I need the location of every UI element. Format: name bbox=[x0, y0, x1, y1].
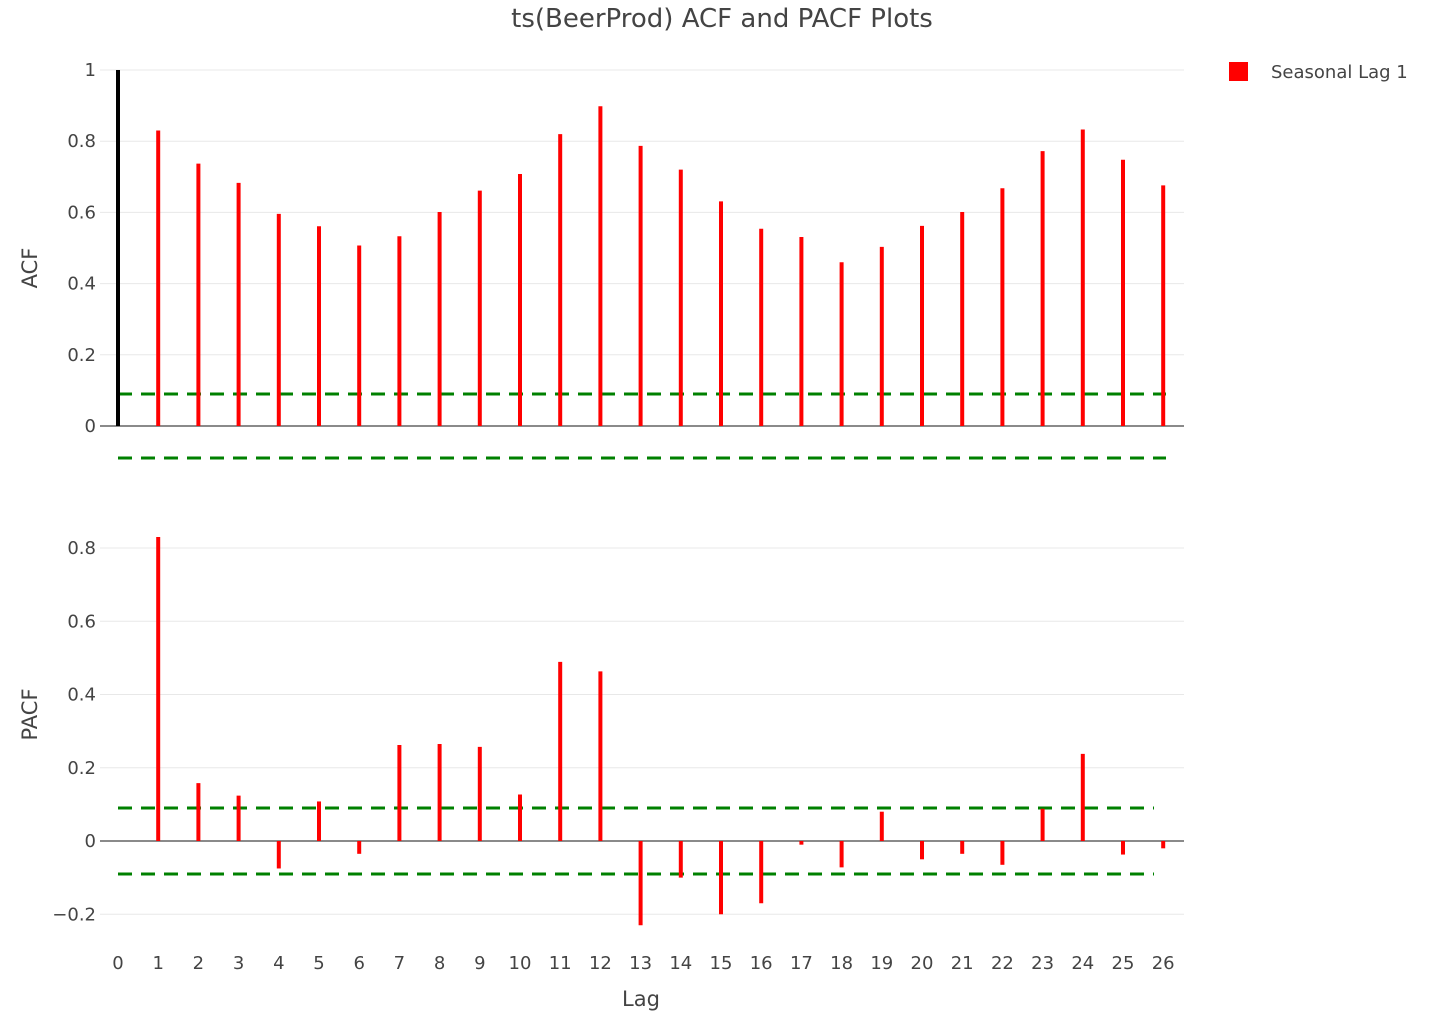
x-axis-title: Lag bbox=[622, 987, 660, 1011]
legend-swatch-seasonal-lag-1 bbox=[1229, 62, 1248, 81]
x-tick-label: 12 bbox=[589, 953, 612, 974]
x-tick-label: 1 bbox=[152, 953, 163, 974]
y-tick-label: 0.2 bbox=[67, 758, 96, 779]
x-tick-label: 16 bbox=[750, 953, 773, 974]
x-tick-label: 26 bbox=[1152, 953, 1175, 974]
x-tick-label: 25 bbox=[1112, 953, 1135, 974]
x-tick-label: 2 bbox=[193, 953, 204, 974]
x-tick-label: 0 bbox=[112, 953, 123, 974]
x-tick-label: 7 bbox=[394, 953, 405, 974]
x-tick-label: 14 bbox=[669, 953, 692, 974]
x-tick-label: 21 bbox=[951, 953, 974, 974]
y-tick-label: 0.8 bbox=[67, 538, 96, 559]
legend[interactable]: Seasonal Lag 1 bbox=[1229, 62, 1408, 83]
x-tick-label: 17 bbox=[790, 953, 813, 974]
y-tick-label: 1 bbox=[85, 60, 96, 81]
y-tick-label: 0.4 bbox=[67, 685, 96, 706]
y-tick-label: 0.2 bbox=[67, 345, 96, 366]
x-tick-label: 23 bbox=[1031, 953, 1054, 974]
y-tick-label: 0.6 bbox=[67, 202, 96, 223]
y-tick-label: 0 bbox=[85, 416, 96, 437]
pacf-panel: −0.2 0 0.2 0.4 0.6 0.8 PACF bbox=[18, 537, 1184, 925]
chart-title: ts(BeerProd) ACF and PACF Plots bbox=[511, 4, 933, 34]
y-tick-label: 0.6 bbox=[67, 611, 96, 632]
y-tick-label: 0.8 bbox=[67, 131, 96, 152]
x-tick-label: 19 bbox=[870, 953, 893, 974]
x-tick-label: 22 bbox=[991, 953, 1014, 974]
x-tick-label: 5 bbox=[313, 953, 324, 974]
x-tick-label: 24 bbox=[1071, 953, 1094, 974]
x-axis-ticks: 0 1 2 3 4 5 6 7 8 9 10 11 12 13 14 15 16 17 18 19 20 21 22 23 24… bbox=[112, 953, 1174, 974]
acf-panel: 0 0.2 0.4 0.6 0.8 1 ACF bbox=[18, 60, 1184, 460]
x-tick-label: 11 bbox=[549, 953, 572, 974]
y-tick-label: 0.4 bbox=[67, 274, 96, 295]
y-tick-label: −0.2 bbox=[52, 904, 96, 925]
y-axis-title: PACF bbox=[18, 688, 42, 740]
x-tick-label: 13 bbox=[629, 953, 652, 974]
y-axis-title: ACF bbox=[18, 248, 42, 289]
y-tick-label: 0 bbox=[85, 831, 96, 852]
x-tick-label: 15 bbox=[710, 953, 733, 974]
x-tick-label: 9 bbox=[474, 953, 485, 974]
x-tick-label: 3 bbox=[233, 953, 244, 974]
x-tick-label: 4 bbox=[273, 953, 284, 974]
x-tick-label: 10 bbox=[509, 953, 532, 974]
legend-label-seasonal-lag-1: Seasonal Lag 1 bbox=[1271, 62, 1408, 83]
x-tick-label: 8 bbox=[434, 953, 445, 974]
x-tick-label: 20 bbox=[911, 953, 934, 974]
x-tick-label: 6 bbox=[353, 953, 364, 974]
x-tick-label: 18 bbox=[830, 953, 853, 974]
